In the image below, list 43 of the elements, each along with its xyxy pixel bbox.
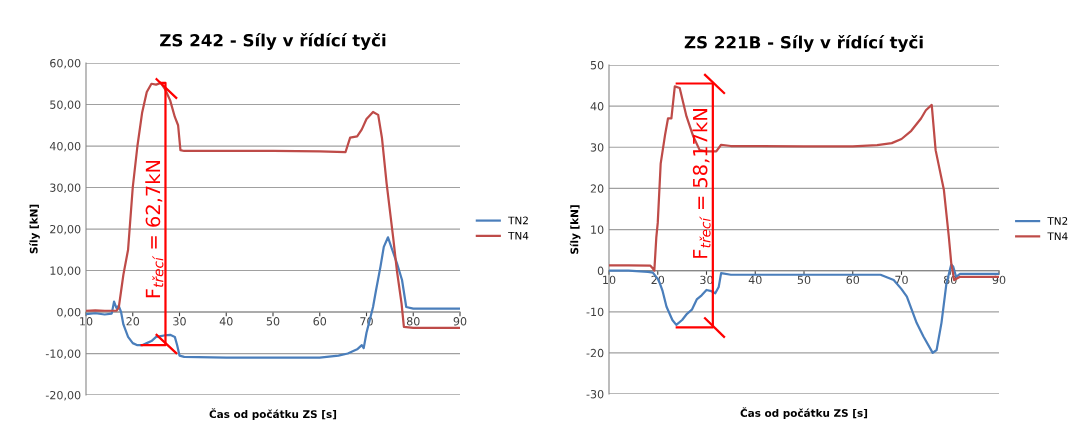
y-tick-label: 30: [590, 143, 604, 152]
y-tick-label: 50,00: [50, 100, 81, 111]
x-axis-title: Čas od počátku ZS [s]: [209, 408, 337, 421]
chart-title: ZS 221B - Síly v řídící tyči: [684, 35, 923, 52]
x-tick-label: 40: [748, 275, 762, 285]
chart-title: ZS 242 - Síly v řídící tyči: [160, 33, 386, 50]
x-tick-label: 60: [846, 275, 860, 285]
x-tick-label: 50: [797, 275, 811, 285]
y-tick-label: 20: [590, 184, 604, 193]
x-tick-label: 40: [219, 317, 233, 326]
x-tick-label: 60: [313, 317, 327, 326]
x-tick-label: 10: [603, 275, 616, 285]
y-tick-label: -10,00: [45, 349, 81, 360]
x-tick-label: 80: [406, 317, 420, 326]
legend-label: TN2: [508, 216, 528, 225]
legend-label: TN4: [1047, 232, 1068, 241]
x-tick-label: 70: [895, 275, 908, 285]
y-tick-label: 40,00: [49, 141, 81, 152]
y-tick-label: 10,00: [50, 266, 81, 277]
legend-label: TN2: [1047, 217, 1068, 225]
y-tick-label: -10: [586, 307, 604, 317]
legend-label: TN4: [508, 231, 529, 240]
x-axis-title: Čas od počátku ZS [s]: [740, 407, 868, 419]
y-tick-label: 60,00: [50, 58, 81, 69]
y-tick-label: 20,00: [50, 224, 81, 235]
y-tick-label: 50: [590, 60, 604, 70]
y-axis-title: Síly [kN]: [29, 204, 40, 254]
y-tick-label: 10: [591, 225, 604, 234]
x-tick-label: 10: [80, 317, 93, 326]
y-tick-label: -20: [586, 348, 604, 358]
annotation: F$_{třecí}$ = 62,7kN: [145, 160, 164, 298]
x-tick-label: 50: [266, 317, 280, 326]
y-tick-label: 0: [597, 266, 604, 275]
annotation: F$_{třecí}$ = 58,17kN: [692, 109, 711, 258]
y-tick-label: -30: [586, 389, 604, 399]
y-tick-label: 40: [590, 102, 604, 111]
y-axis-title: Síly [kN]: [569, 205, 581, 254]
y-tick-label: 30,00: [50, 183, 81, 194]
y-tick-label: 0,00: [57, 307, 81, 318]
x-tick-label: 20: [126, 317, 140, 326]
y-tick-label: -20,00: [45, 390, 81, 401]
x-tick-label: 30: [173, 317, 186, 326]
x-tick-label: 90: [453, 317, 467, 326]
